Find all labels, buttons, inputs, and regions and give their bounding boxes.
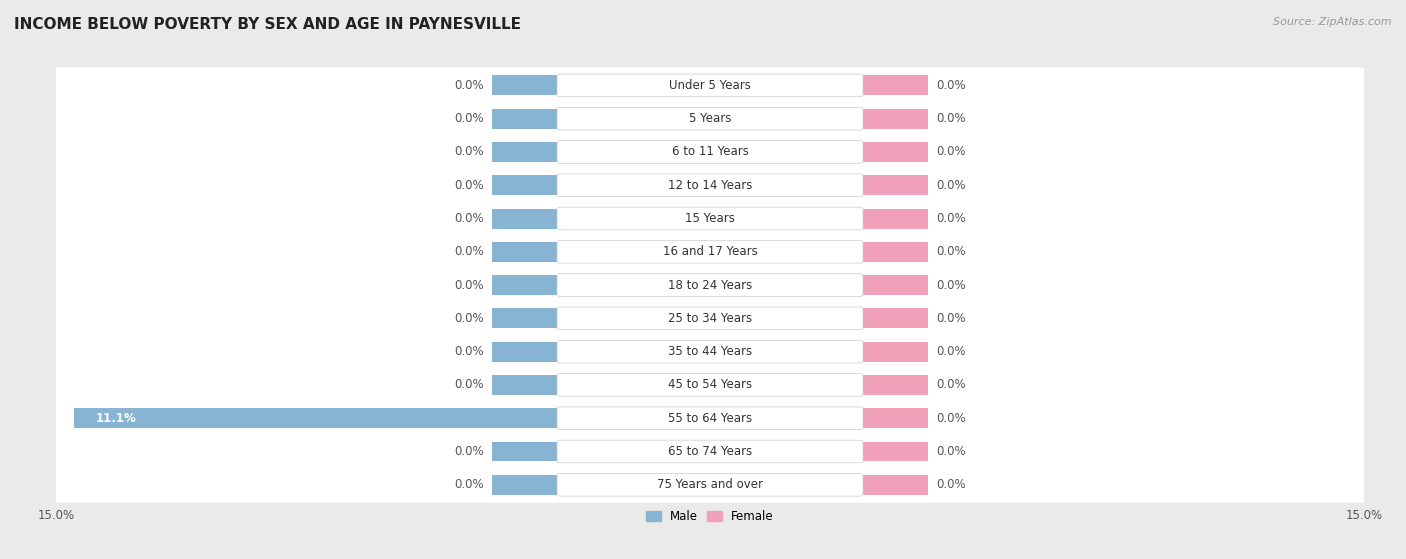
Bar <box>862 108 928 129</box>
Bar <box>862 342 928 362</box>
Bar <box>862 375 928 395</box>
FancyBboxPatch shape <box>55 234 1365 270</box>
Bar <box>492 75 558 96</box>
Text: 16 and 17 Years: 16 and 17 Years <box>662 245 758 258</box>
Bar <box>492 142 558 162</box>
Text: 0.0%: 0.0% <box>936 212 966 225</box>
Text: 11.1%: 11.1% <box>96 412 136 425</box>
Text: 15 Years: 15 Years <box>685 212 735 225</box>
FancyBboxPatch shape <box>557 174 863 197</box>
Text: 45 to 54 Years: 45 to 54 Years <box>668 378 752 391</box>
Text: 5 Years: 5 Years <box>689 112 731 125</box>
Text: Source: ZipAtlas.com: Source: ZipAtlas.com <box>1274 17 1392 27</box>
Text: 0.0%: 0.0% <box>454 145 484 158</box>
FancyBboxPatch shape <box>55 101 1365 136</box>
FancyBboxPatch shape <box>557 141 863 163</box>
Text: 0.0%: 0.0% <box>936 445 966 458</box>
Text: 0.0%: 0.0% <box>936 145 966 158</box>
Text: 0.0%: 0.0% <box>454 345 484 358</box>
Bar <box>862 309 928 328</box>
Text: 55 to 64 Years: 55 to 64 Years <box>668 412 752 425</box>
Text: 0.0%: 0.0% <box>936 412 966 425</box>
Text: 0.0%: 0.0% <box>454 212 484 225</box>
Text: 0.0%: 0.0% <box>454 79 484 92</box>
Bar <box>492 209 558 229</box>
Bar <box>862 408 928 428</box>
Text: 12 to 14 Years: 12 to 14 Years <box>668 179 752 192</box>
Bar <box>862 275 928 295</box>
FancyBboxPatch shape <box>55 134 1365 170</box>
FancyBboxPatch shape <box>557 74 863 97</box>
Bar <box>492 176 558 195</box>
Text: 0.0%: 0.0% <box>454 245 484 258</box>
FancyBboxPatch shape <box>55 68 1365 103</box>
Bar <box>862 209 928 229</box>
Text: 0.0%: 0.0% <box>454 179 484 192</box>
Bar <box>862 242 928 262</box>
Text: 0.0%: 0.0% <box>936 278 966 292</box>
Text: 0.0%: 0.0% <box>936 312 966 325</box>
Bar <box>492 275 558 295</box>
Legend: Male, Female: Male, Female <box>641 505 779 528</box>
Bar <box>492 342 558 362</box>
FancyBboxPatch shape <box>557 307 863 330</box>
Bar <box>492 375 558 395</box>
Text: 0.0%: 0.0% <box>454 112 484 125</box>
FancyBboxPatch shape <box>557 107 863 130</box>
Text: 25 to 34 Years: 25 to 34 Years <box>668 312 752 325</box>
Text: INCOME BELOW POVERTY BY SEX AND AGE IN PAYNESVILLE: INCOME BELOW POVERTY BY SEX AND AGE IN P… <box>14 17 522 32</box>
FancyBboxPatch shape <box>55 334 1365 369</box>
Text: 0.0%: 0.0% <box>454 479 484 491</box>
FancyBboxPatch shape <box>557 373 863 396</box>
Text: 0.0%: 0.0% <box>936 179 966 192</box>
FancyBboxPatch shape <box>55 400 1365 436</box>
Text: 0.0%: 0.0% <box>454 445 484 458</box>
Bar <box>492 242 558 262</box>
Text: 6 to 11 Years: 6 to 11 Years <box>672 145 748 158</box>
FancyBboxPatch shape <box>55 367 1365 403</box>
Bar <box>492 108 558 129</box>
Text: 75 Years and over: 75 Years and over <box>657 479 763 491</box>
Text: 0.0%: 0.0% <box>936 245 966 258</box>
FancyBboxPatch shape <box>557 207 863 230</box>
Bar <box>862 176 928 195</box>
FancyBboxPatch shape <box>557 473 863 496</box>
Bar <box>862 142 928 162</box>
Bar <box>862 75 928 96</box>
Text: 65 to 74 Years: 65 to 74 Years <box>668 445 752 458</box>
Text: 18 to 24 Years: 18 to 24 Years <box>668 278 752 292</box>
Text: 35 to 44 Years: 35 to 44 Years <box>668 345 752 358</box>
Text: 0.0%: 0.0% <box>936 345 966 358</box>
FancyBboxPatch shape <box>55 267 1365 303</box>
FancyBboxPatch shape <box>557 440 863 463</box>
Text: 0.0%: 0.0% <box>936 79 966 92</box>
Bar <box>862 442 928 462</box>
Text: 0.0%: 0.0% <box>454 378 484 391</box>
Text: 0.0%: 0.0% <box>454 312 484 325</box>
FancyBboxPatch shape <box>557 340 863 363</box>
Text: 0.0%: 0.0% <box>454 278 484 292</box>
Text: Under 5 Years: Under 5 Years <box>669 79 751 92</box>
FancyBboxPatch shape <box>55 467 1365 503</box>
FancyBboxPatch shape <box>557 274 863 296</box>
FancyBboxPatch shape <box>55 201 1365 236</box>
Text: 0.0%: 0.0% <box>936 378 966 391</box>
FancyBboxPatch shape <box>55 167 1365 203</box>
FancyBboxPatch shape <box>557 407 863 429</box>
Text: 0.0%: 0.0% <box>936 479 966 491</box>
Bar <box>492 475 558 495</box>
FancyBboxPatch shape <box>55 300 1365 337</box>
FancyBboxPatch shape <box>557 240 863 263</box>
Bar <box>862 475 928 495</box>
Bar <box>492 309 558 328</box>
Text: 0.0%: 0.0% <box>936 112 966 125</box>
Bar <box>73 408 558 428</box>
FancyBboxPatch shape <box>55 434 1365 470</box>
Bar <box>492 442 558 462</box>
